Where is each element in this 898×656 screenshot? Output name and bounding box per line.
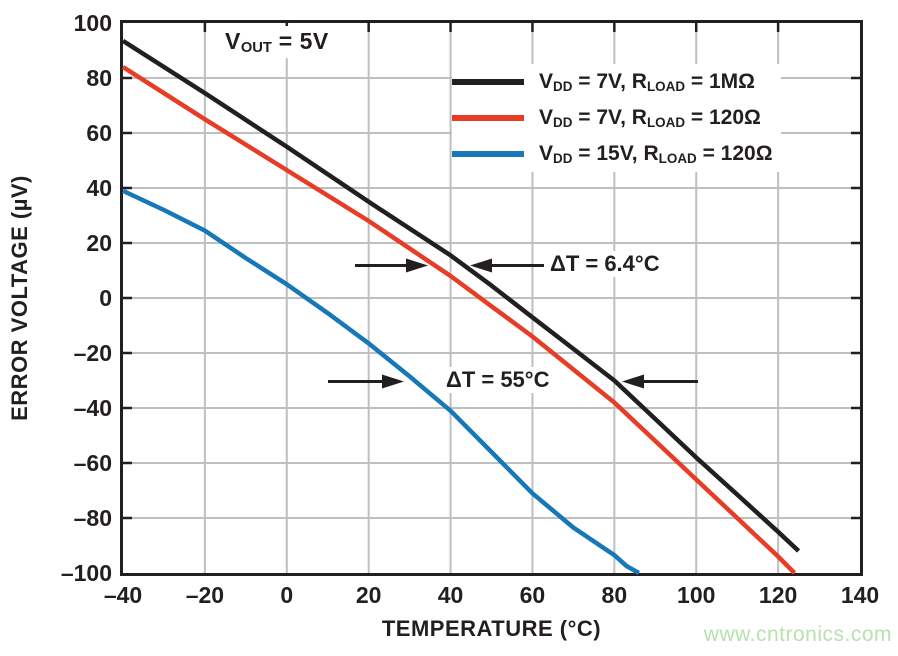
- annotation-arrows: [328, 258, 698, 389]
- curve-VDD = 7V, RLOAD = 120Ohm: [121, 65, 797, 575]
- y-tick-label: –60: [73, 450, 112, 476]
- y-tick-label: 100: [73, 10, 112, 36]
- legend-item: VDD = 15V, RLOAD = 120Ω: [452, 136, 781, 172]
- x-tick-label: –20: [185, 582, 225, 608]
- y-tick-label: –80: [73, 505, 112, 531]
- y-tick-label: 40: [86, 175, 112, 201]
- legend: VDD = 7V, RLOAD = 1MΩ VDD = 7V, RLOAD = 1…: [452, 64, 781, 172]
- x-tick-label: 120: [758, 582, 798, 608]
- curve-VDD = 15V, RLOAD = 120Ohm: [122, 188, 641, 575]
- y-tick-label: –20: [73, 340, 112, 366]
- y-tick-label: –40: [73, 395, 112, 421]
- legend-line-swatch: [452, 151, 524, 157]
- x-tick-label: 40: [437, 582, 464, 608]
- x-tick-label: 60: [519, 582, 546, 608]
- legend-item: VDD = 7V, RLOAD = 1MΩ: [452, 64, 781, 100]
- watermark: www.cntronics.com: [703, 623, 892, 646]
- annotation-delta-t-55: ΔT = 55°C: [443, 367, 553, 393]
- legend-line-swatch: [452, 115, 524, 121]
- y-axis-title: ERROR VOLTAGE (µV): [7, 175, 32, 421]
- y-tick-label: 80: [86, 65, 112, 91]
- x-tick-label: 0: [280, 582, 294, 608]
- legend-label: VDD = 7V, RLOAD = 120Ω: [539, 105, 761, 130]
- delta-t-55-right-arrow-head: [382, 374, 404, 389]
- legend-label: VDD = 15V, RLOAD = 120Ω: [539, 141, 773, 166]
- legend-item: VDD = 7V, RLOAD = 120Ω: [452, 100, 781, 136]
- data-curves: [121, 39, 801, 575]
- delta-t-6p4-left-arrow-head: [470, 258, 492, 273]
- condition-label: VOUT = 5V: [219, 26, 335, 59]
- y-tick-label: 0: [99, 285, 112, 311]
- x-tick-label: –40: [103, 582, 143, 608]
- x-tick-label: 20: [355, 582, 382, 608]
- curve-VDD = 7V, RLOAD = 1MOhm: [121, 39, 801, 553]
- annotation-delta-t-6p4: ΔT = 6.4°C: [547, 251, 663, 277]
- x-tick-label: 100: [677, 582, 716, 608]
- legend-label: VDD = 7V, RLOAD = 1MΩ: [539, 69, 755, 94]
- delta-t-55-left-arrow-head: [622, 374, 644, 389]
- y-tick-label: –100: [60, 560, 112, 586]
- y-tick-label: 20: [86, 230, 112, 256]
- delta-t-6p4-right-arrow-head: [406, 258, 428, 273]
- legend-line-swatch: [452, 79, 524, 85]
- x-axis-title: TEMPERATURE (°C): [381, 616, 602, 641]
- y-tick-label: 60: [86, 120, 112, 146]
- x-tick-label: 140: [840, 582, 880, 608]
- x-tick-label: 80: [601, 582, 628, 608]
